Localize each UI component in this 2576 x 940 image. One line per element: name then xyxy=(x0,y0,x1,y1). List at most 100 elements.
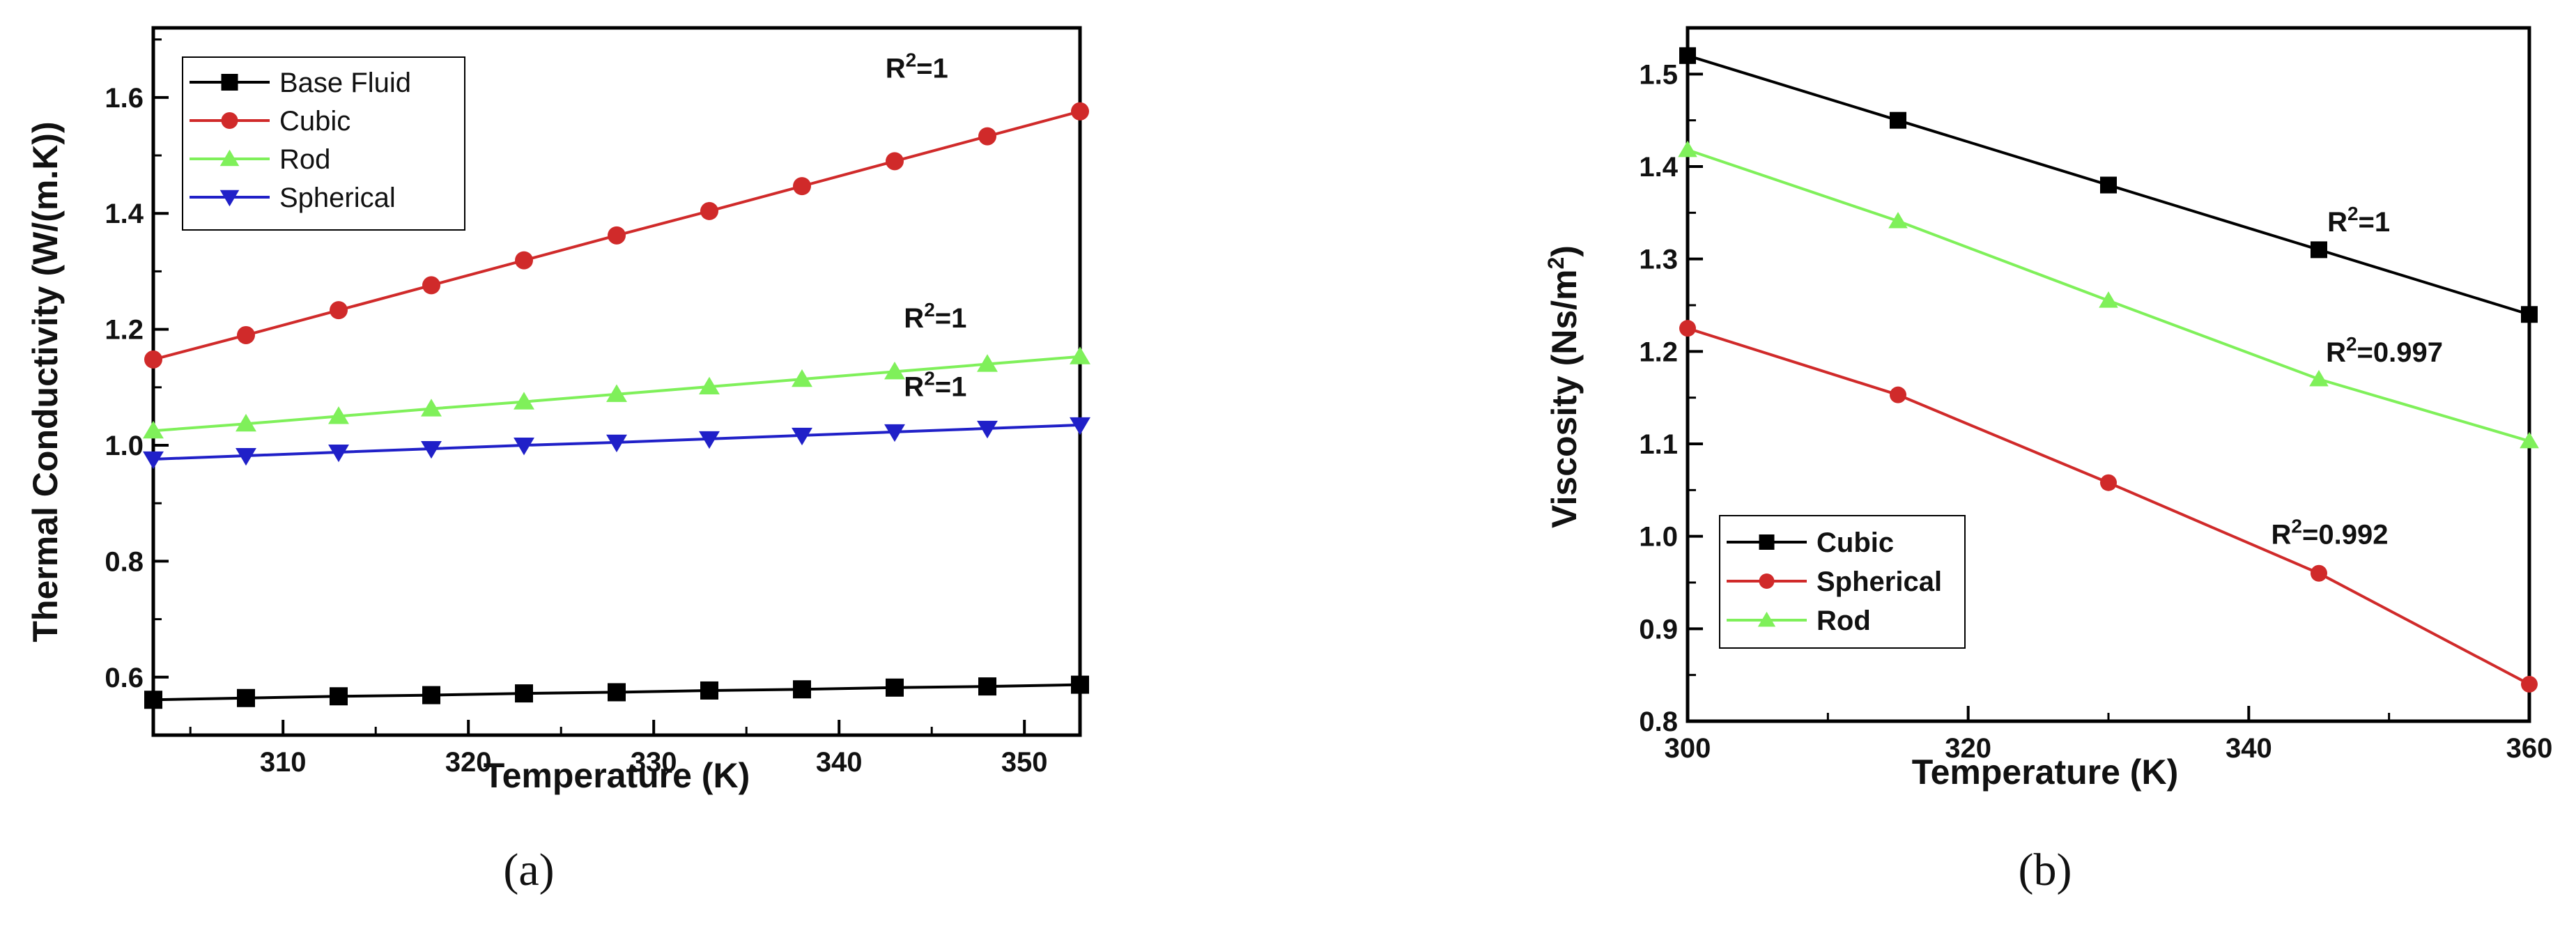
chart-a-data-point xyxy=(422,276,440,295)
chart-b-ticks xyxy=(1686,26,2531,723)
chart-b-y-tick-label: 1.2 xyxy=(1639,337,1678,367)
chart-b-y-tick-label: 1.4 xyxy=(1639,152,1678,183)
chart-b-tick-labels: 300 320 340 360 0.8 0.9 1.0 1.1 1.2 1.3 1.4 1.5 xyxy=(1639,59,2552,764)
chart-a-data-point xyxy=(422,686,440,704)
chart-a-panel-label: (a) xyxy=(503,845,554,895)
chart-b-data-point xyxy=(2100,474,2117,491)
chart-a-y-axis-title: Thermal Conductivity (W/(m.K)) xyxy=(26,121,65,642)
chart-a-r2-annotation: R2=1 xyxy=(904,299,966,334)
chart-a-annotations: R2=1 R2=1 R2=1 xyxy=(886,49,967,403)
chart-a-data-point xyxy=(977,420,998,439)
chart-a-data-point xyxy=(1070,346,1090,364)
chart-b-y-axis-title-end: ) xyxy=(1545,245,1584,257)
chart-a-data-point xyxy=(514,437,534,456)
chart-a-data-point xyxy=(606,384,627,402)
chart-b-y-tick-label: 1.3 xyxy=(1639,245,1678,275)
chart-a-tick-labels: 310 320 330 340 350 0.6 0.8 1.0 1.2 1.4 1.6 xyxy=(105,83,1047,778)
chart-b-data-point xyxy=(2521,675,2538,693)
chart-a-legend-swatch-marker xyxy=(221,74,238,91)
chart-a-legend-label: Spherical xyxy=(279,183,396,213)
chart-a-data-point xyxy=(699,431,720,449)
chart-a-data-point xyxy=(793,680,811,699)
chart-b-data-point xyxy=(2100,176,2117,194)
chart-a-data-point xyxy=(330,301,348,320)
chart-a-x-tick-label: 310 xyxy=(260,747,307,778)
chart-b-legend-label: Cubic xyxy=(1817,527,1894,558)
chart-b-data-point xyxy=(2311,241,2327,259)
chart-b-data-point xyxy=(2521,306,2538,323)
chart-a-r2-annotation: R2=1 xyxy=(886,49,948,84)
chart-a-data-point xyxy=(1071,102,1089,121)
chart-a-data-point xyxy=(236,413,256,432)
chart-a-data-point xyxy=(237,325,255,344)
chart-b-panel-label: (b) xyxy=(2019,845,2072,895)
chart-a-data-point xyxy=(978,677,996,696)
chart-a-data-point xyxy=(700,201,718,220)
chart-b-data-point xyxy=(1888,212,1908,229)
chart-b-y-axis-title-sup: 2 xyxy=(1543,257,1568,270)
chart-b-data-point xyxy=(2099,291,2118,308)
chart-a-data-point xyxy=(328,406,349,424)
chart-b-y-tick-label: 0.9 xyxy=(1639,614,1678,645)
chart-b-y-axis-title: Viscosity (Ns/m2) xyxy=(1543,245,1584,528)
chart-a-y-tick-label: 1.0 xyxy=(105,431,144,461)
chart-b-series-cubic xyxy=(1679,47,2538,323)
chart-a-data-point xyxy=(143,451,164,470)
chart-a-legend-swatch-marker xyxy=(219,190,240,207)
chart-b-data-point xyxy=(1679,320,1696,337)
chart-b-data-point xyxy=(1890,111,1906,129)
chart-b-legend-item: Cubic xyxy=(1727,527,1894,558)
chart-a-r2-annotation: R2=1 xyxy=(904,367,966,402)
chart-a-legend-item: Rod xyxy=(190,144,330,175)
chart-b-series-rod xyxy=(1678,140,2539,449)
chart-b-legend-item: Spherical xyxy=(1727,567,1942,597)
chart-b-data-point xyxy=(2520,431,2539,449)
chart-a-data-point xyxy=(515,684,533,703)
chart-a-data-point xyxy=(699,376,720,395)
chart-a-data-point xyxy=(515,251,533,270)
chart-a-frame xyxy=(151,26,1082,737)
chart-a-x-axis-title: Temperature (K) xyxy=(484,756,750,795)
chart-b-r2-annotation: R2=0.997 xyxy=(2326,333,2443,368)
chart-b-x-tick-label: 360 xyxy=(2506,733,2553,764)
chart-a-legend-item: Spherical xyxy=(190,183,396,213)
chart-b-x-tick-label: 320 xyxy=(1945,733,1991,764)
chart-a-legend-label: Cubic xyxy=(279,106,350,137)
chart-a-legend-label: Rod xyxy=(279,144,330,175)
chart-a-x-tick-label: 350 xyxy=(1001,747,1048,778)
chart-a-legend-swatch-marker xyxy=(221,112,238,129)
chart-a-x-tick-label: 330 xyxy=(631,747,677,778)
chart-a-data-point xyxy=(792,369,812,387)
chart-a-data-point xyxy=(144,691,162,709)
chart-b-annotations: R2=1 R2=0.997 R2=0.992 xyxy=(2272,203,2443,550)
chart-a-legend-item: Cubic xyxy=(190,106,350,137)
chart-a-legend-item: Base Fluid xyxy=(190,68,411,98)
chart-a-y-tick-label: 0.8 xyxy=(105,546,144,577)
chart-b-legend-label: Spherical xyxy=(1817,567,1942,597)
chart-b-r2-annotation: R2=1 xyxy=(2327,203,2390,238)
chart-a-y-tick-label: 0.6 xyxy=(105,663,144,693)
chart-a-data-point xyxy=(236,447,256,466)
chart-b-y-tick-label: 1.5 xyxy=(1639,59,1678,90)
chart-b-y-tick-label: 1.1 xyxy=(1639,429,1678,460)
chart-b-x-axis-title: Temperature (K) xyxy=(1912,753,2178,792)
chart-a-data-point xyxy=(606,434,627,453)
chart-a-data-point xyxy=(421,440,442,459)
chart-a-data-point xyxy=(608,683,626,702)
chart-a-data-point xyxy=(608,226,626,245)
chart-a-legend-label: Base Fluid xyxy=(279,68,411,98)
chart-a-series-spherical xyxy=(143,417,1090,470)
chart-a-data-point xyxy=(886,152,904,171)
chart-b-data-point xyxy=(2309,369,2329,387)
chart-b-series-spherical xyxy=(1679,320,2538,693)
chart-b-y-tick-label: 1.0 xyxy=(1639,522,1678,553)
chart-a-data-point xyxy=(421,399,442,417)
chart-a-data-point xyxy=(792,427,812,446)
chart-a-data-point xyxy=(884,362,905,380)
chart-b-r2-annotation: R2=0.992 xyxy=(2272,515,2389,550)
chart-a-data-point xyxy=(1070,417,1090,436)
chart-a-data-point xyxy=(237,688,255,707)
chart-a-data-point xyxy=(700,681,718,700)
chart-a-y-tick-label: 1.6 xyxy=(105,83,144,114)
